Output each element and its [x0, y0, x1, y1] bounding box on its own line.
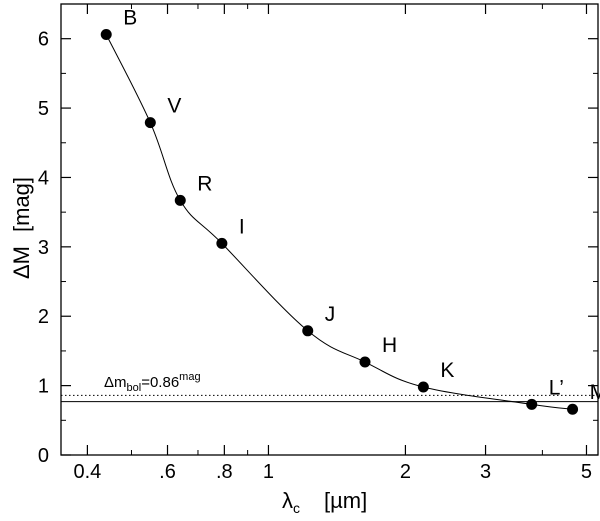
- x-tick-label: 1: [263, 461, 274, 483]
- reference-label: Δmbol=0.86mag: [104, 371, 201, 394]
- y-tick-label: 6: [38, 29, 49, 51]
- point-label: J: [325, 303, 336, 326]
- data-points: [100, 29, 579, 415]
- ticks: 0.4 .6 .8 1 2 3 5 0 1 2 3 4 5 6: [38, 4, 598, 483]
- series-line: [105, 34, 573, 410]
- data-point: [417, 381, 429, 393]
- data-point: [359, 356, 371, 368]
- point-label: M: [590, 381, 600, 404]
- x-tick-label: 5: [581, 461, 592, 483]
- y-tick-label: 2: [38, 306, 49, 328]
- data-point: [302, 325, 314, 337]
- y-tick-label: 3: [38, 237, 49, 259]
- data-point: [100, 29, 112, 41]
- point-label: I: [239, 215, 245, 238]
- data-point: [216, 237, 228, 249]
- y-tick-label: 1: [38, 376, 49, 398]
- x-tick-label: 0.4: [73, 461, 101, 483]
- point-label: H: [382, 334, 397, 357]
- y-tick-label: 4: [38, 167, 49, 189]
- data-point: [567, 403, 579, 415]
- data-point: [526, 398, 538, 410]
- x-axis-title: λc [µm]: [282, 488, 367, 516]
- point-label: L’: [549, 376, 564, 399]
- data-point: [144, 117, 156, 129]
- x-tick-label: .6: [159, 461, 176, 483]
- data-point: [174, 194, 186, 206]
- y-tick-label: 5: [38, 98, 49, 120]
- y-axis-title: ΔM[mag]: [9, 177, 34, 279]
- x-tick-label: 3: [480, 461, 491, 483]
- y-tick-label: 0: [38, 445, 49, 467]
- point-label: V: [167, 95, 181, 118]
- point-labels: B V R I J H K L’ M: [123, 7, 600, 405]
- reference-lines: [61, 394, 598, 403]
- point-label: K: [440, 359, 454, 382]
- x-tick-label: 2: [400, 461, 411, 483]
- point-label: B: [123, 7, 137, 30]
- x-tick-label: .8: [216, 461, 233, 483]
- point-label: R: [197, 172, 212, 195]
- plot-frame: [60, 3, 599, 456]
